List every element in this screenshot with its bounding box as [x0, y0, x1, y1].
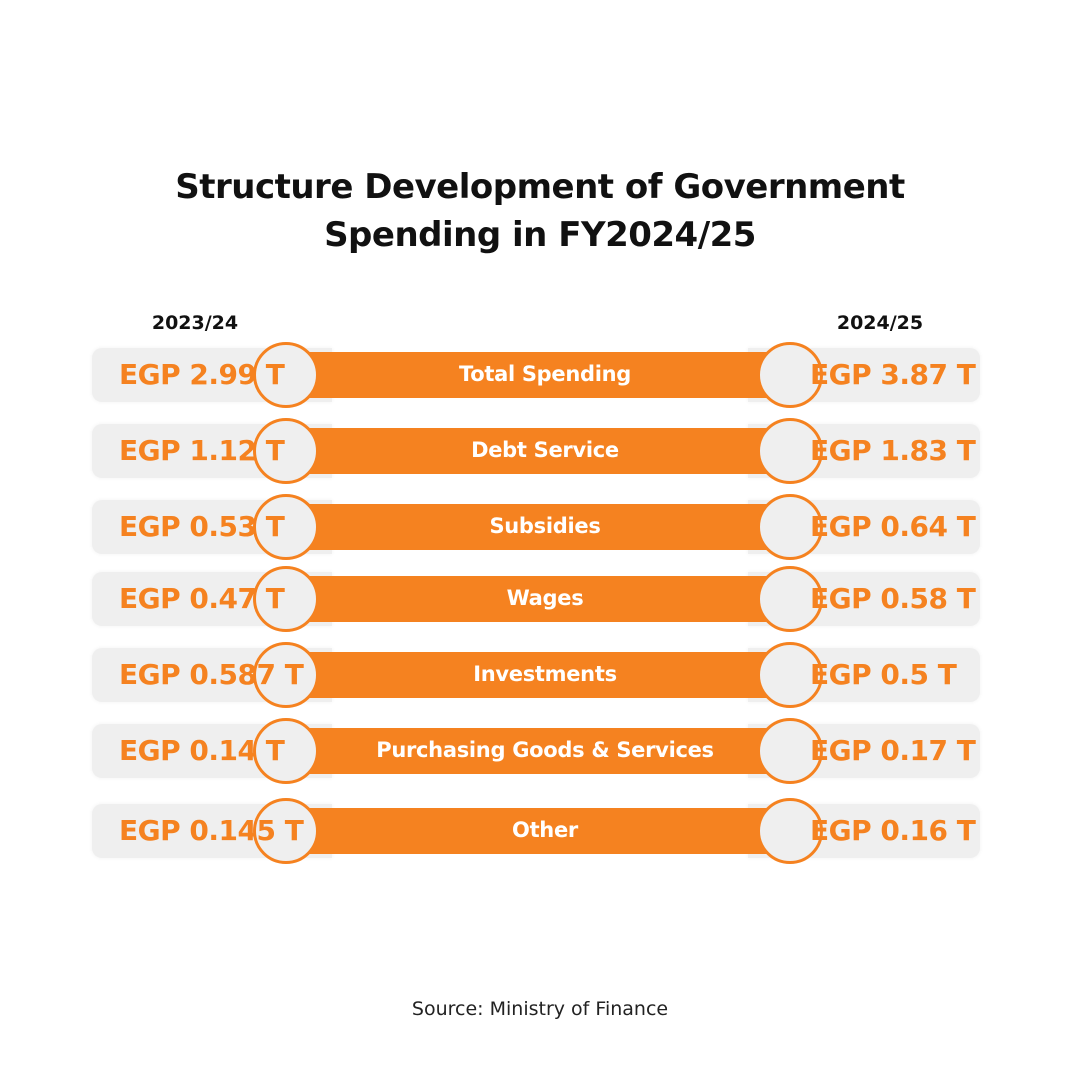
chart-title-line-1: Structure Development of Government — [175, 167, 905, 207]
bar-cap-right — [757, 642, 823, 708]
value-2023-24: EGP 0.53 T — [119, 510, 285, 543]
value-2023-24: EGP 0.145 T — [119, 814, 304, 847]
value-2023-24: EGP 1.12 T — [119, 434, 285, 467]
value-2024-25: EGP 1.83 T — [810, 434, 976, 467]
category-bar — [300, 808, 790, 854]
bar-cap-right — [757, 718, 823, 784]
value-2024-25: EGP 0.17 T — [810, 734, 976, 767]
category-bar — [300, 352, 790, 398]
category-label: Total Spending — [458, 362, 632, 386]
bar-cap-right — [757, 566, 823, 632]
category-label: Wages — [506, 586, 584, 610]
bar-cap-right — [757, 418, 823, 484]
spending-row: Investments EGP 0.587 T EGP 0.5 T — [0, 642, 1080, 708]
bar-cap-right — [757, 342, 823, 408]
bar-cap-left — [253, 798, 319, 864]
category-bar — [300, 728, 790, 774]
bar-cap-left — [253, 342, 319, 408]
value-2024-25: EGP 3.87 T — [810, 358, 976, 391]
spending-row: Total Spending EGP 2.99 T EGP 3.87 T — [0, 342, 1080, 408]
bar-cap-left — [253, 718, 319, 784]
value-2023-24: EGP 0.47 T — [119, 582, 285, 615]
bar-cap-left — [253, 494, 319, 560]
category-bar — [300, 652, 790, 698]
chart-title-line-2: Spending in FY2024/25 — [324, 215, 756, 255]
category-bar — [300, 576, 790, 622]
category-bar — [300, 428, 790, 474]
value-2024-25: EGP 0.5 T — [810, 658, 957, 691]
spending-row: Subsidies EGP 0.53 T EGP 0.64 T — [0, 494, 1080, 560]
category-label: Purchasing Goods & Services — [376, 738, 714, 762]
value-2024-25: EGP 0.16 T — [810, 814, 976, 847]
value-2023-24: EGP 0.587 T — [119, 658, 304, 691]
value-2023-24: EGP 0.14 T — [119, 734, 285, 767]
category-label: Investments — [473, 662, 617, 686]
category-label: Debt Service — [471, 438, 619, 462]
spending-row: Purchasing Goods & Services EGP 0.14 T EGP… — [0, 718, 1080, 784]
spending-row: Other EGP 0.145 T EGP 0.16 T — [0, 798, 1080, 864]
value-2024-25: EGP 0.58 T — [810, 582, 976, 615]
bar-cap-left — [253, 418, 319, 484]
spending-row: Wages EGP 0.47 T EGP 0.58 T — [0, 566, 1080, 632]
bar-cap-left — [253, 566, 319, 632]
bar-cap-left — [253, 642, 319, 708]
chart-title: Structure Development of Government Spen… — [0, 163, 1080, 259]
category-bar — [300, 504, 790, 550]
category-label: Subsidies — [489, 514, 601, 538]
spending-row: Debt Service EGP 1.12 T EGP 1.83 T — [0, 418, 1080, 484]
value-2024-25: EGP 0.64 T — [810, 510, 976, 543]
bar-cap-right — [757, 494, 823, 560]
category-label: Other — [512, 818, 578, 842]
column-header-2024-25: 2024/25 — [836, 312, 924, 334]
column-header-2023-24: 2023/24 — [151, 312, 239, 334]
value-2023-24: EGP 2.99 T — [119, 358, 285, 391]
source-note: Source: Ministry of Finance — [411, 998, 669, 1020]
bar-cap-right — [757, 798, 823, 864]
